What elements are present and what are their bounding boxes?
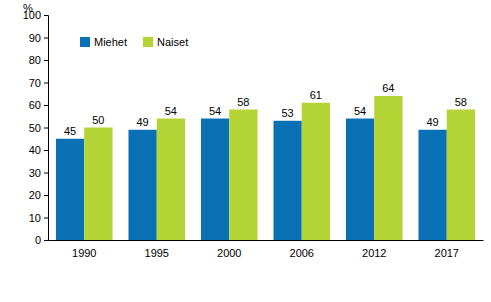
bar [157, 119, 185, 241]
legend-label: Naiset [157, 36, 188, 48]
tick-label: 50 [29, 122, 41, 134]
data-label: 64 [382, 82, 394, 94]
bar [84, 128, 112, 241]
legend-swatch [143, 37, 153, 47]
tick-label: 40 [29, 144, 41, 156]
tick-label: 1995 [145, 247, 169, 259]
bar [201, 119, 229, 241]
x-axis: 1990 1995 2000 2006 2012 2017 [49, 240, 484, 259]
tick-label: 2012 [362, 247, 386, 259]
tick-mark [44, 240, 48, 241]
axis-title: % [23, 2, 33, 14]
tick-mark [44, 173, 48, 174]
tick-label: 30 [29, 167, 41, 179]
data-label: 58 [455, 96, 467, 108]
tick-mark [44, 60, 48, 61]
tick: 80 [29, 54, 48, 66]
bars [56, 96, 475, 240]
tick: 60 [29, 99, 48, 111]
tick-label: 0 [35, 234, 41, 246]
tick-mark [44, 15, 48, 16]
tick-mark [44, 218, 48, 219]
tick: 2006 [290, 240, 314, 259]
legend-swatch [80, 37, 90, 47]
tick-label: 2017 [435, 247, 459, 259]
legend-label: Miehet [94, 36, 127, 48]
tick: 1995 [145, 240, 169, 259]
axis-line [49, 240, 484, 241]
bar [229, 110, 257, 241]
tick: 1990 [72, 240, 96, 259]
data-label: 45 [64, 125, 76, 137]
data-label: 58 [237, 96, 249, 108]
data-label: 54 [354, 105, 366, 117]
tick: 0 [35, 234, 48, 246]
legend-item: Naiset [143, 36, 188, 48]
tick: 30 [29, 167, 48, 179]
chart: 45 49 54 53 54 49 50 54 58 61 64 58 0 10 20 30 40 50 60 70 8… [0, 0, 491, 302]
data-label: 54 [209, 105, 221, 117]
tick: 90 [29, 32, 48, 44]
bar [418, 130, 446, 240]
bar [302, 103, 330, 240]
tick-label: 90 [29, 32, 41, 44]
tick-mark [44, 128, 48, 129]
tick-label: 10 [29, 212, 41, 224]
data-label: 50 [92, 114, 104, 126]
tick: 2000 [217, 240, 241, 259]
data-label: 54 [165, 105, 177, 117]
tick-mark [44, 105, 48, 106]
bar [273, 121, 301, 240]
bar [374, 96, 402, 240]
axis-line [44, 16, 49, 241]
data-label: 53 [281, 107, 293, 119]
legend: Miehet Naiset [80, 36, 188, 48]
tick: 40 [29, 144, 48, 156]
tick-label: 2000 [217, 247, 241, 259]
bar [128, 130, 156, 240]
tick-mark [44, 150, 48, 151]
data-label: 61 [310, 89, 322, 101]
tick-mark [44, 83, 48, 84]
data-labels: 45 49 54 53 54 49 50 54 58 61 64 58 [64, 82, 467, 137]
plot: 45 49 54 53 54 49 50 54 58 61 64 58 0 10 20 30 40 50 60 70 8… [23, 9, 484, 259]
tick-label: 2006 [290, 247, 314, 259]
bar [447, 110, 475, 241]
tick-label: 60 [29, 99, 41, 111]
y-axis: 0102030405060708090100 [23, 9, 49, 246]
tick-label: 80 [29, 54, 41, 66]
tick-label: 70 [29, 77, 41, 89]
legend-item: Miehet [80, 36, 127, 48]
tick-mark [44, 195, 48, 196]
tick-label: 20 [29, 189, 41, 201]
tick: 2017 [435, 240, 459, 259]
tick: 10 [29, 212, 48, 224]
data-label: 49 [136, 116, 148, 128]
bar [346, 119, 374, 241]
tick-mark [44, 38, 48, 39]
tick-label: 1990 [72, 247, 96, 259]
tick: 2012 [362, 240, 386, 259]
bar [56, 139, 84, 240]
tick: 70 [29, 77, 48, 89]
data-label: 49 [426, 116, 438, 128]
tick: 20 [29, 189, 48, 201]
tick: 50 [29, 122, 48, 134]
